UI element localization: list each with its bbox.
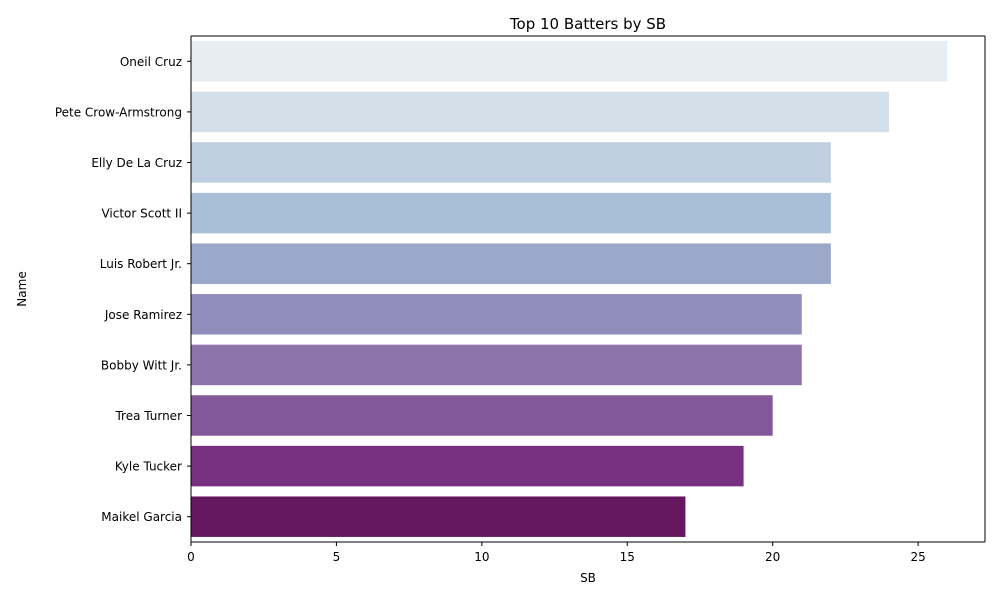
y-tick-label: Elly De La Cruz (91, 156, 182, 170)
x-axis-label: SB (580, 571, 596, 585)
chart-title: Top 10 Batters by SB (509, 15, 666, 33)
y-tick-label: Luis Robert Jr. (100, 257, 182, 271)
y-tick-label: Jose Ramirez (104, 308, 182, 322)
bar (191, 41, 948, 82)
y-tick-label: Victor Scott II (101, 207, 182, 221)
x-tick-label: 0 (187, 550, 195, 564)
bar (191, 344, 802, 386)
y-tick-label: Pete Crow-Armstrong (55, 105, 182, 119)
x-tick-label: 15 (620, 550, 635, 564)
x-tick-label: 20 (765, 550, 780, 564)
y-tick-label: Kyle Tucker (115, 460, 182, 474)
bar (191, 192, 831, 234)
axes-spines (190, 35, 986, 543)
bar (191, 91, 890, 133)
y-tick-labels: Oneil Cruz Pete Crow-Armstrong Elly De La … (55, 55, 191, 524)
x-tick-label: 10 (474, 550, 489, 564)
bar (191, 142, 831, 183)
x-ticks: 0 5 10 15 20 25 (187, 542, 926, 564)
x-tick-label: 5 (333, 550, 341, 564)
bar (191, 445, 744, 487)
y-tick-label: Maikel Garcia (101, 510, 182, 524)
bar (191, 395, 773, 436)
bar (191, 243, 831, 284)
y-tick-label: Trea Turner (114, 409, 182, 423)
bars-group (191, 41, 948, 537)
y-tick-label: Oneil Cruz (120, 55, 182, 69)
bar (191, 294, 802, 335)
y-axis-label: Name (15, 271, 29, 306)
x-tick-label: 25 (910, 550, 925, 564)
y-tick-label: Bobby Witt Jr. (101, 358, 182, 372)
bar (191, 496, 686, 537)
